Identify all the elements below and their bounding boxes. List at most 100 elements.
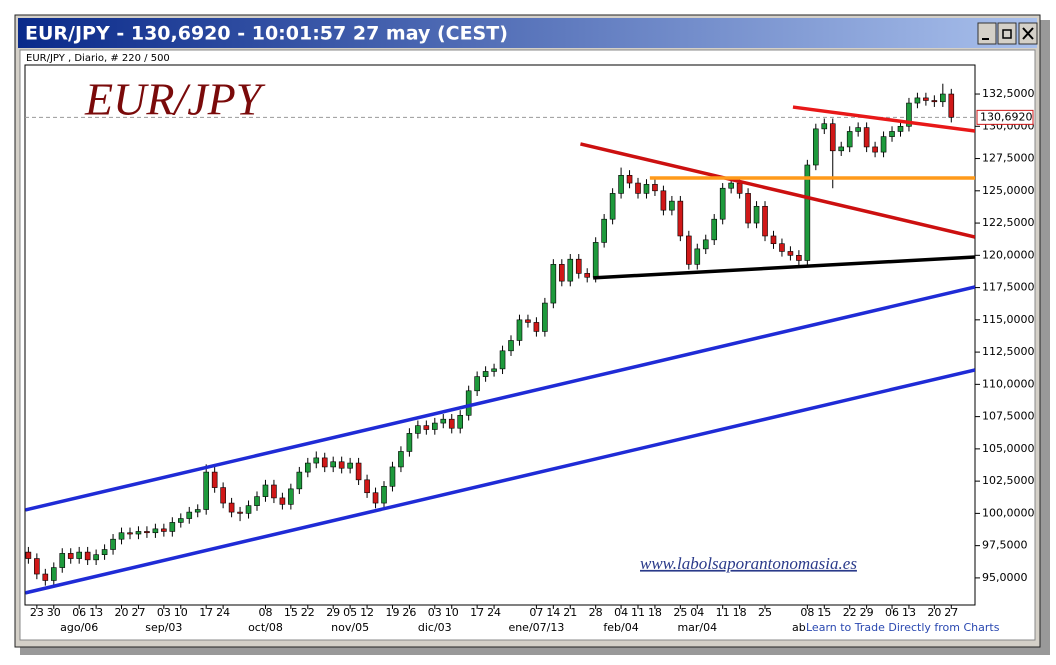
current-price-box [976,109,1034,125]
chart-title: EUR/JPY [84,74,266,125]
candle-body [169,522,176,532]
candle-body [796,255,802,261]
month-label: mar/04 [677,621,717,634]
candle-body [923,97,929,101]
x-tick-label: 17 [199,606,213,619]
candle-body [152,528,159,534]
candle-body [533,322,540,332]
x-tick-label: 23 [30,606,44,619]
candle-body [50,567,57,581]
candle-body [626,175,633,184]
month-label: ene/07/13 [508,621,564,634]
x-tick-label: 22 [843,606,857,619]
x-tick-label: 30 [47,606,61,619]
candle-body [525,319,531,323]
month-label: nov/05 [331,621,369,634]
candle-body [711,218,718,241]
candle-body [736,182,743,194]
candle-body [889,131,895,137]
candle-body [745,193,751,224]
candle-body [940,93,946,103]
subtitle: EUR/JPY , Diario, # 220 / 500 [26,53,170,64]
y-tick-label: 117,5000 [982,281,1035,294]
candle-body [499,350,506,370]
x-tick-label: 21 [563,606,577,619]
candle-body [338,461,345,469]
y-tick-label: 105,0000 [982,442,1035,455]
x-tick-label: 18 [648,606,662,619]
x-tick-label: 19 [385,606,399,619]
x-tick-label: 20 [115,606,129,619]
candle-body [127,532,133,535]
candle-body [592,242,599,278]
candle-body [652,184,658,192]
restore-button[interactable] [997,22,1017,45]
x-tick-label: 22 [301,606,315,619]
candle-body [618,175,624,194]
candle-body [304,462,311,473]
candle-body [559,264,565,282]
candle-body [660,190,667,211]
candle-body [93,554,99,561]
candle-body [601,218,607,243]
y-tick-label: 120,0000 [982,248,1035,261]
window-buttons[interactable] [977,22,1038,45]
candle-body [211,471,218,488]
candle-body [838,146,845,152]
candle-body [423,425,430,430]
month-label: sep/03 [145,621,182,634]
title-bar [18,18,1037,48]
x-tick-label: 06 [885,606,899,619]
candle-body [228,502,235,513]
candle-body [465,390,472,416]
icon [1002,29,1012,39]
candle-body [491,368,497,372]
candle-body [821,123,828,130]
month-label: dic/03 [418,621,452,634]
x-tick-label: 29 [860,606,874,619]
x-tick-label: 28 [589,606,603,619]
minimize-button[interactable] [977,22,997,45]
candle-body [508,340,514,352]
candle-body [948,93,955,118]
candle-body [110,538,116,550]
candle-body [84,551,91,561]
candle-body [762,205,768,237]
plot [25,83,975,595]
candle-body [906,102,912,127]
candle-body [457,415,464,429]
x-tick-label: 07 [529,606,543,619]
plot-border [24,64,976,606]
x-tick-label: 11 [716,606,730,619]
month-label: feb/04 [603,621,638,634]
candle-body [635,182,641,194]
candle-body [448,418,455,429]
candle-body [415,425,421,434]
x-tick-label: 24 [216,606,230,619]
candle-body [787,251,794,256]
y-tick-label: 95,0000 [982,571,1028,584]
y-tick-label: 112,5000 [982,345,1035,358]
x-tick-label: 06 [72,606,86,619]
x-tick-label: 12 [360,606,374,619]
candle-body [347,462,353,469]
candle-body [372,492,379,504]
x-tick-label: 10 [174,606,188,619]
y-tick-label: 97,5000 [982,539,1028,552]
candle-body [203,471,209,510]
x-tick-label: 04 [614,606,628,619]
footer-link[interactable]: Learn to Trade Directly from Charts [806,621,1000,634]
x-tick-label: 24 [487,606,501,619]
chart-area [19,49,1036,641]
candle-body [575,258,582,274]
candle-body [880,136,887,153]
candle-body [846,131,853,148]
trendline [792,105,975,133]
candle-body [271,484,277,499]
x-tick-label: 10 [445,606,459,619]
candle-body [779,243,785,252]
candle-body [313,457,320,464]
candle-body [42,573,49,581]
x-tick-label: 14 [546,606,560,619]
